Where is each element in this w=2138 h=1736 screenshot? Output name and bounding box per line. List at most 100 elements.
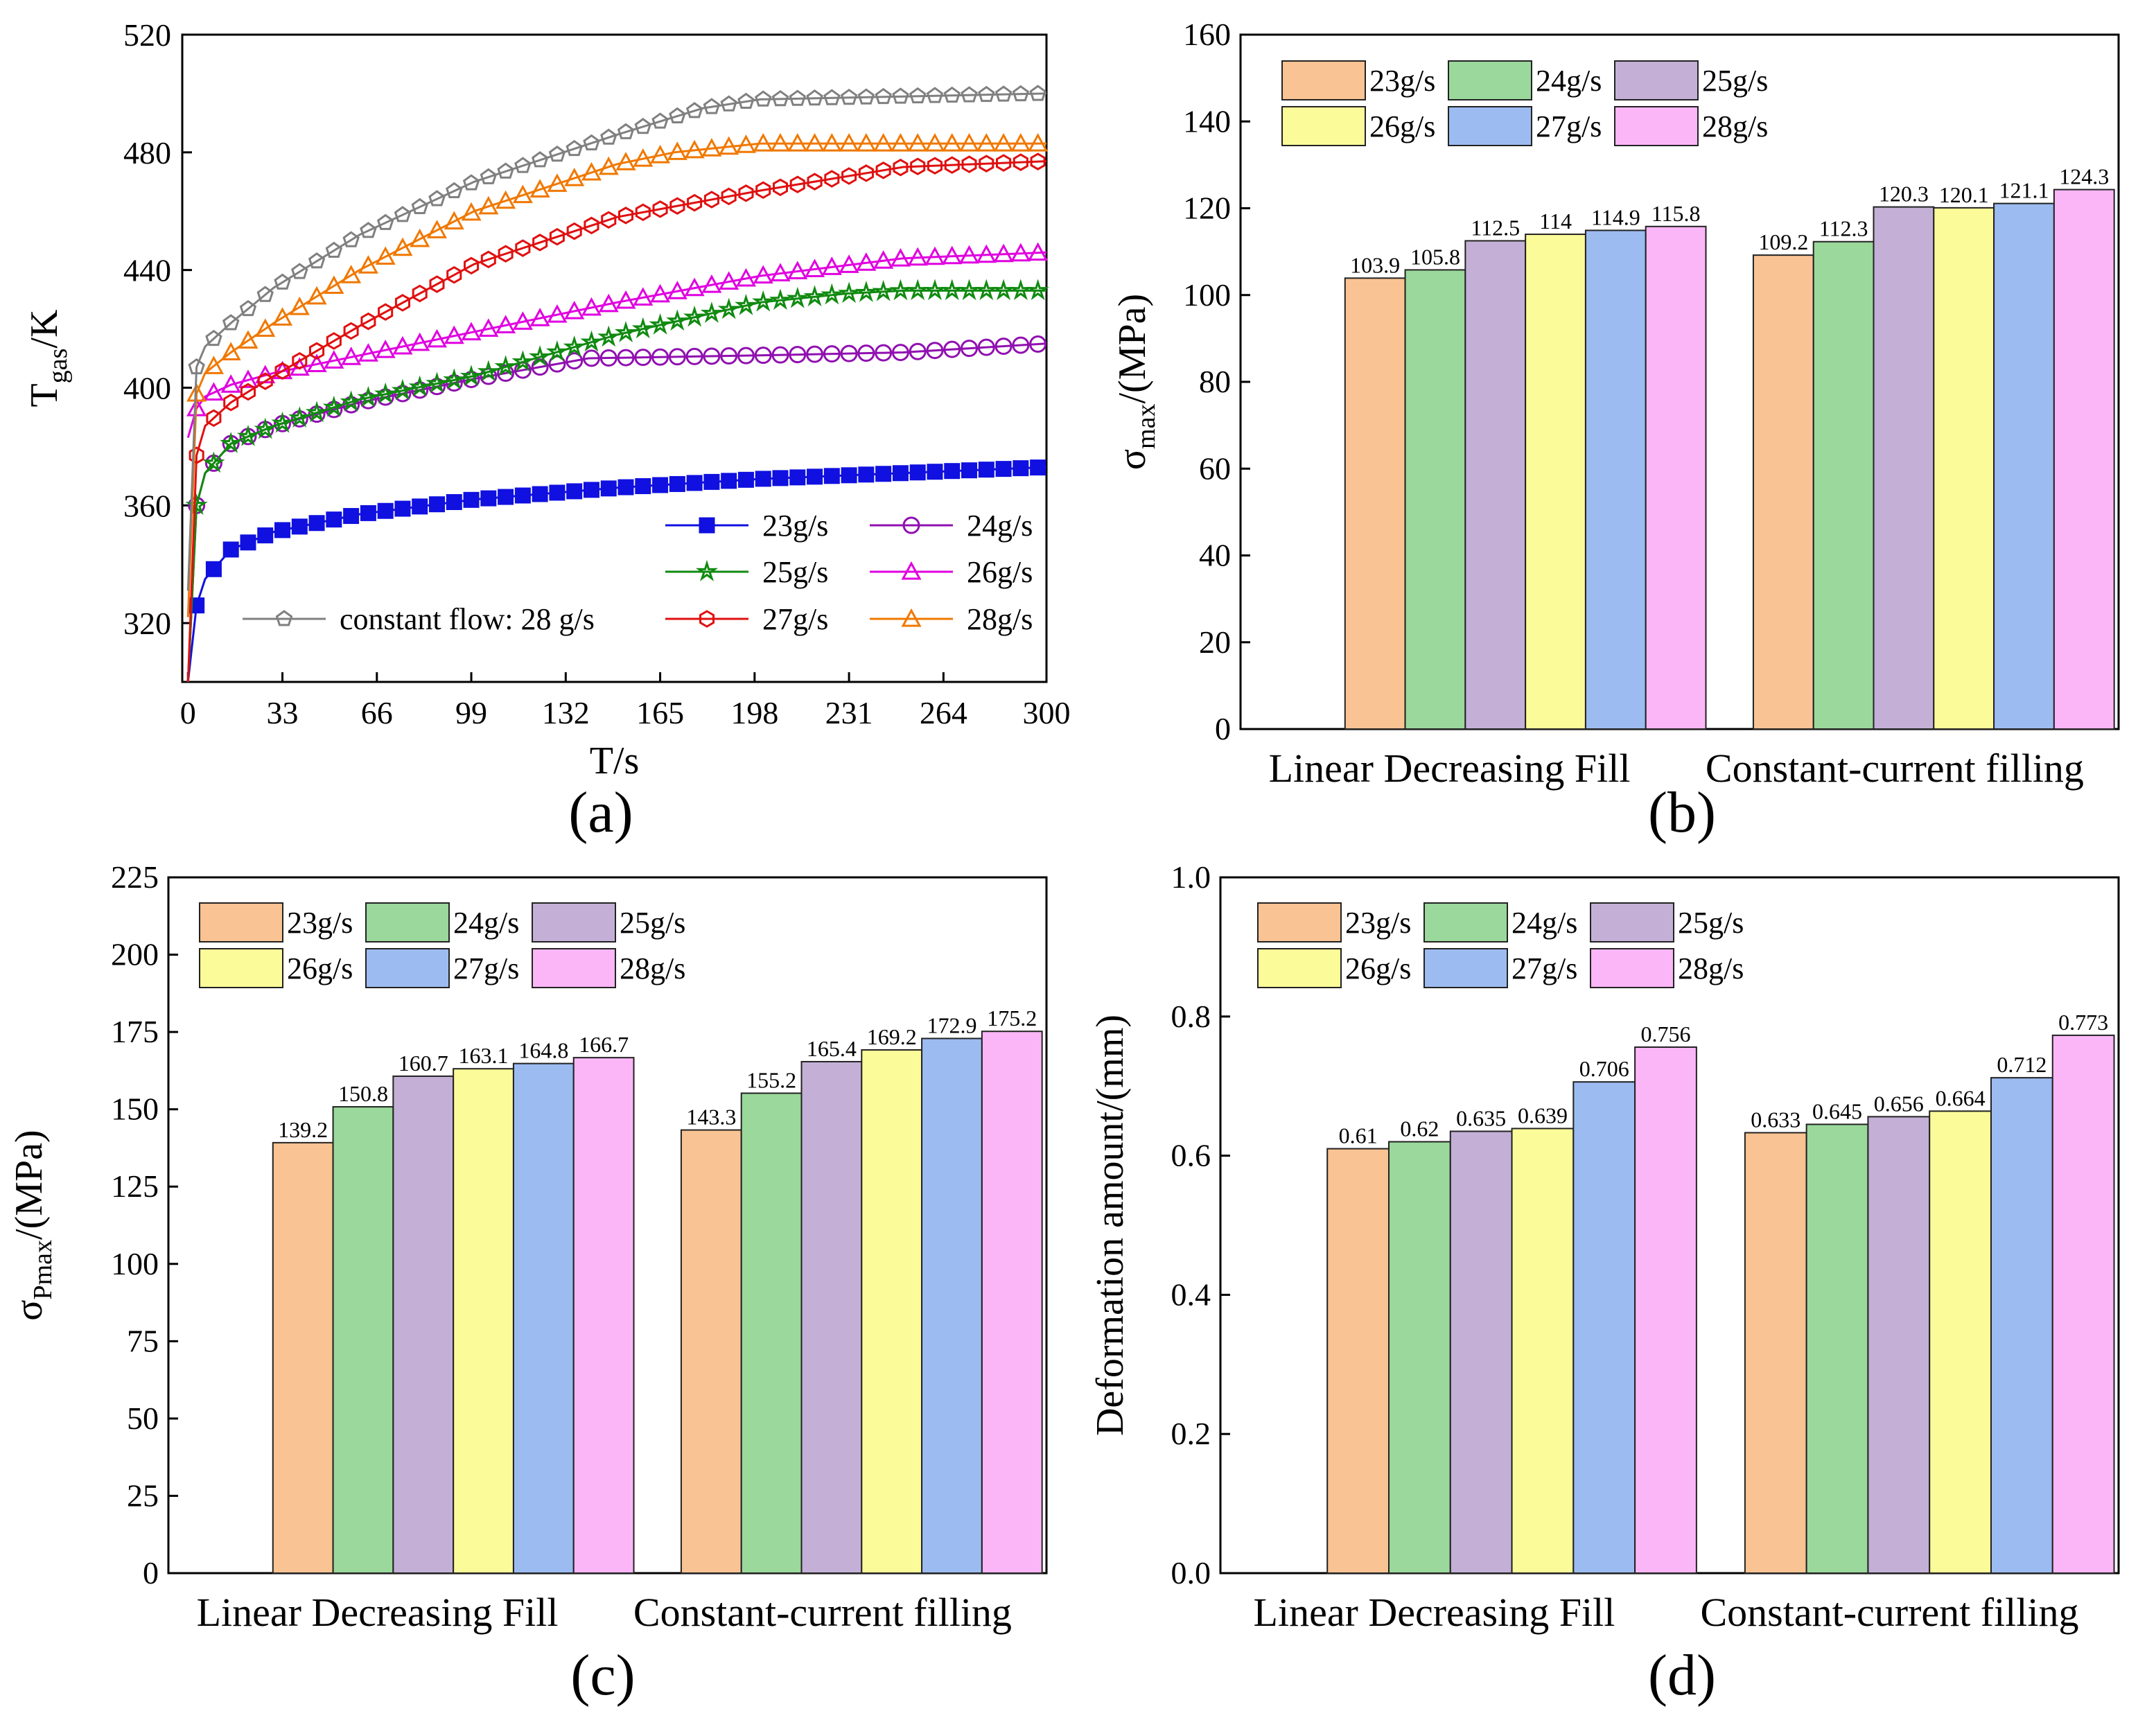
data-point	[907, 132, 928, 152]
data-point	[720, 95, 737, 112]
data-point	[394, 385, 412, 403]
data-point	[394, 294, 410, 312]
data-point	[752, 290, 775, 312]
legend-d: 23g/s 24g/s 25g/s 26g/s 27g/s 28g/s	[1257, 902, 1744, 988]
data-point	[700, 301, 724, 323]
data-point	[1009, 279, 1033, 301]
legend-b: 23g/s 24g/s 25g/s 26g/s 27g/s 28g/s	[1281, 60, 1768, 146]
bar-value-label: 114	[1539, 209, 1572, 234]
series-line	[186, 92, 1047, 591]
data-point	[496, 315, 516, 333]
data-point	[806, 89, 823, 106]
data-point	[805, 132, 825, 152]
data-point	[566, 483, 583, 500]
data-point	[1026, 279, 1049, 301]
data-point	[582, 349, 600, 367]
data-point	[721, 473, 737, 489]
data-point	[391, 378, 414, 401]
legend-swatch	[1257, 948, 1342, 988]
data-point	[461, 322, 482, 341]
data-point	[426, 371, 448, 394]
y-tick-label-b: 60	[1199, 450, 1231, 486]
x-category-label: Linear Decreasing Fill	[1269, 746, 1631, 791]
data-point	[376, 388, 394, 406]
bar-23g-s-constant	[680, 1129, 742, 1575]
data-point	[220, 374, 241, 393]
data-point	[566, 222, 582, 240]
data-point	[358, 255, 378, 274]
bar-value-label: 0.773	[2058, 1010, 2108, 1035]
bar-24g-s-linear	[332, 1106, 394, 1575]
data-point	[480, 250, 496, 269]
data-point	[477, 360, 500, 382]
data-point	[789, 89, 806, 106]
data-point	[944, 463, 961, 480]
data-point	[635, 478, 651, 495]
data-point	[583, 134, 600, 150]
data-point	[566, 352, 584, 370]
data-point	[823, 89, 841, 105]
data-point	[549, 227, 565, 246]
y-tick-label-d: 0.8	[1171, 999, 1211, 1034]
bar-26g-s-linear	[453, 1068, 514, 1574]
data-point	[821, 132, 842, 152]
data-point	[189, 446, 204, 464]
data-point	[857, 88, 875, 105]
data-point	[271, 411, 294, 433]
bar-27g-s-constant	[1990, 1077, 2053, 1574]
data-point	[669, 197, 685, 215]
data-point	[341, 265, 362, 283]
data-point	[618, 207, 633, 225]
data-point	[979, 155, 994, 173]
y-tick-label-c: 75	[127, 1323, 159, 1358]
data-point	[443, 368, 466, 390]
data-point	[753, 265, 773, 284]
data-point	[478, 318, 499, 337]
bar-24g-s-constant	[1805, 1123, 1869, 1575]
legend-swatch	[199, 948, 283, 988]
data-point	[821, 256, 842, 275]
legend-label: 23g/s	[1369, 64, 1435, 98]
data-point	[1012, 336, 1030, 354]
data-point	[306, 353, 327, 372]
data-point	[667, 281, 687, 299]
data-point	[772, 470, 789, 486]
data-point	[220, 432, 243, 453]
x-tick-label-a: 33	[267, 695, 299, 730]
data-point	[651, 112, 669, 129]
data-point	[375, 339, 396, 358]
data-point	[994, 85, 1013, 102]
legend-marker	[699, 610, 715, 628]
data-point	[961, 462, 978, 479]
data-point	[340, 390, 362, 412]
data-point	[446, 182, 463, 198]
data-point	[771, 346, 789, 364]
data-point	[1013, 460, 1029, 477]
data-point	[703, 347, 721, 365]
panel-label-c: (c)	[570, 1643, 635, 1708]
legend-c: 23g/s 24g/s 25g/s 26g/s 27g/s 28g/s	[199, 902, 685, 988]
bar-value-label: 0.706	[1579, 1056, 1629, 1081]
data-point	[669, 107, 686, 123]
x-tick-label-a: 66	[361, 695, 393, 730]
data-point	[684, 139, 705, 159]
data-point	[220, 342, 241, 361]
data-point	[889, 279, 912, 301]
data-point	[274, 362, 290, 380]
data-point	[667, 141, 687, 160]
legend-label: 23g/s	[1345, 906, 1411, 940]
legend-swatch	[532, 948, 616, 988]
data-point	[721, 187, 737, 206]
data-point	[511, 350, 534, 372]
x-tick-label-a: 99	[455, 695, 487, 730]
data-point	[615, 290, 636, 309]
data-point	[923, 279, 947, 301]
data-point	[686, 475, 703, 491]
legend-label: 27g/s	[1536, 109, 1602, 143]
data-point	[514, 487, 531, 504]
bar-value-label: 143.3	[686, 1105, 736, 1130]
data-point	[651, 348, 669, 366]
bar-27g-s-linear	[1572, 1081, 1636, 1574]
y-axis-label-b: σmax/(MPa)	[1111, 294, 1161, 470]
data-point	[376, 213, 394, 230]
